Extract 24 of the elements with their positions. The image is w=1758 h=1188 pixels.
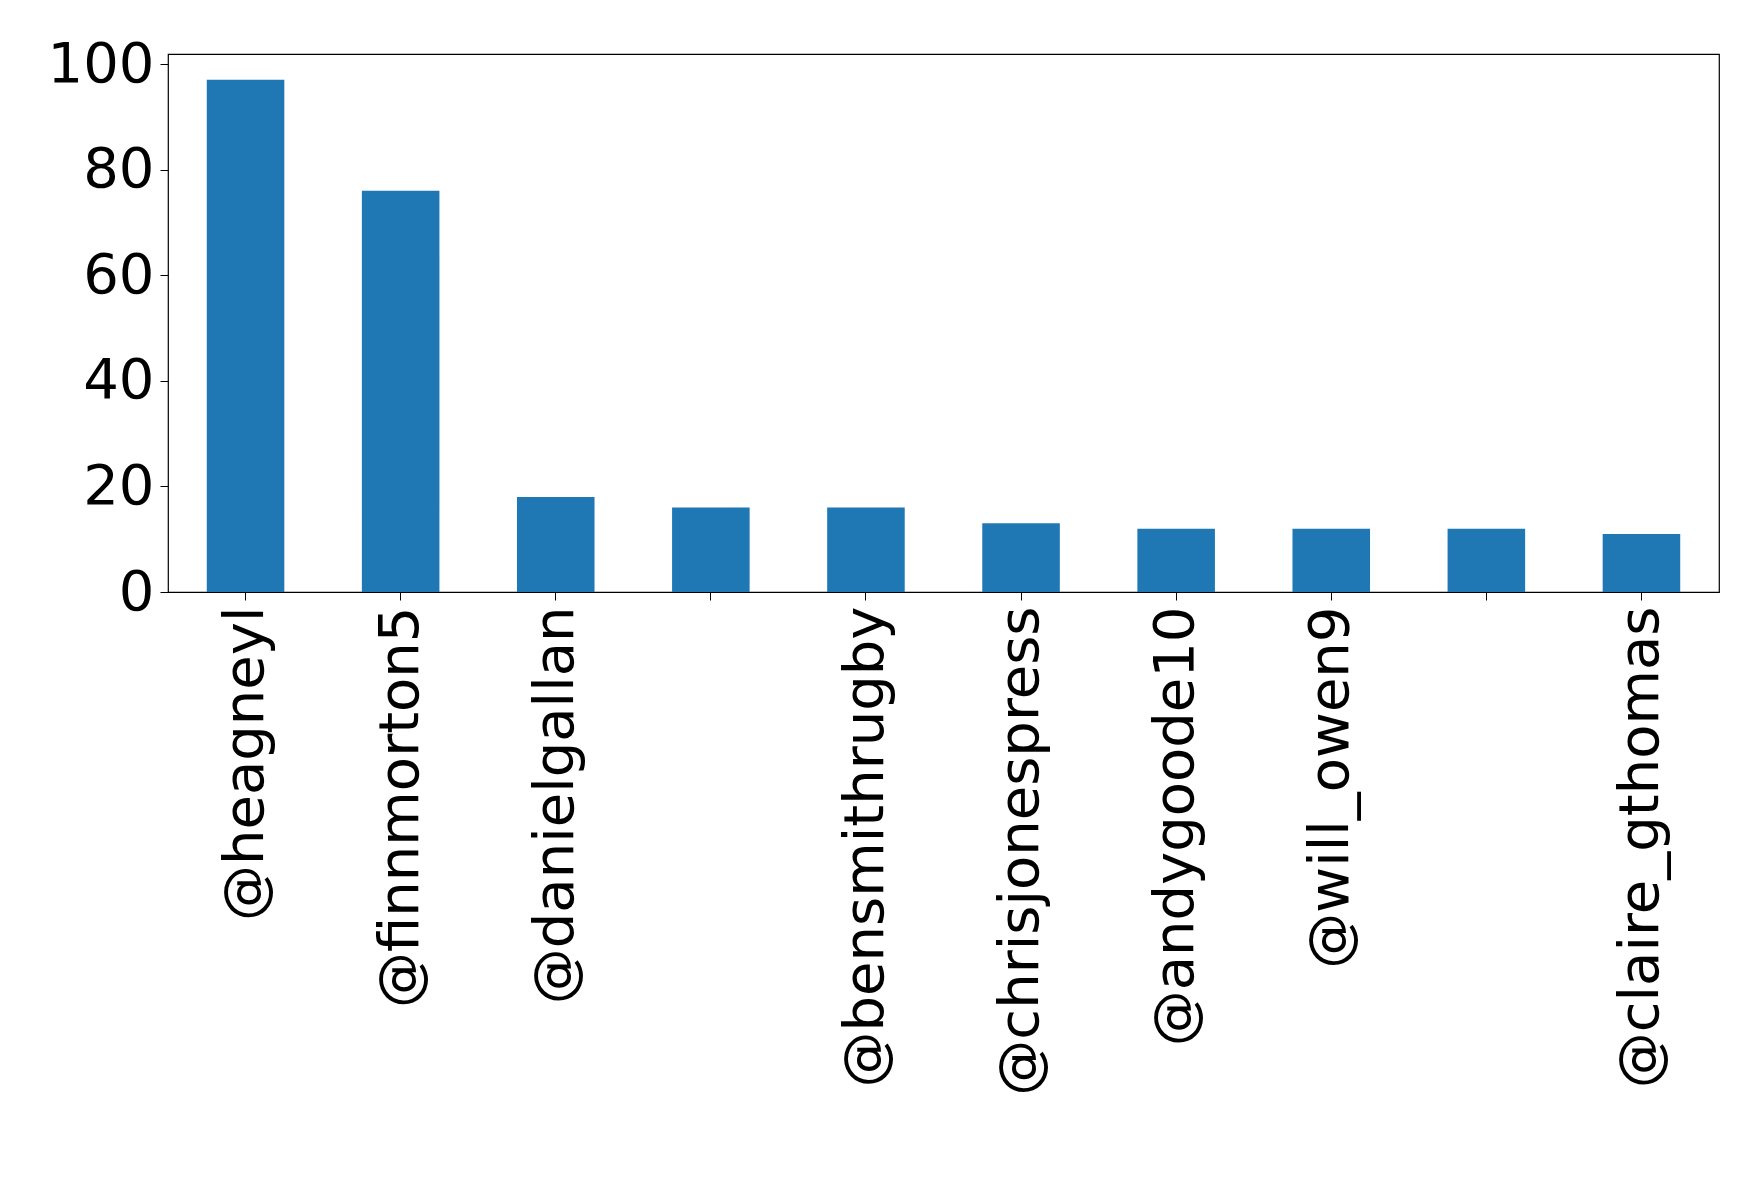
bar [827,507,905,592]
bar [1447,528,1526,592]
x-tick-label: @finnmorton5 [365,606,431,1008]
y-tick-label: 0 [118,557,155,623]
x-tick-label: @chrisjonespress [986,606,1052,1096]
bar [672,507,750,592]
y-tick-label: 20 [83,451,155,517]
bar [206,79,285,592]
bar [1602,533,1681,592]
x-tick-label: @andygoode10 [1141,606,1207,1047]
bar [516,496,595,592]
x-tick-label: @heagneyl [210,606,276,921]
x-tick-label: @bensmithrugby [830,606,896,1088]
bar [1292,528,1371,592]
y-tick-label: 80 [83,135,155,201]
y-tick-label: 60 [83,240,155,306]
bar [1137,528,1215,592]
bar [982,523,1060,592]
x-tick-label: @claire_gthomas [1606,606,1672,1089]
y-tick-label: 40 [83,346,155,412]
y-tick-label: 100 [47,29,155,95]
x-tick-label: @will_owen9 [1296,606,1362,969]
bar [361,190,440,592]
x-tick-label: @danielgallan [520,606,586,1005]
